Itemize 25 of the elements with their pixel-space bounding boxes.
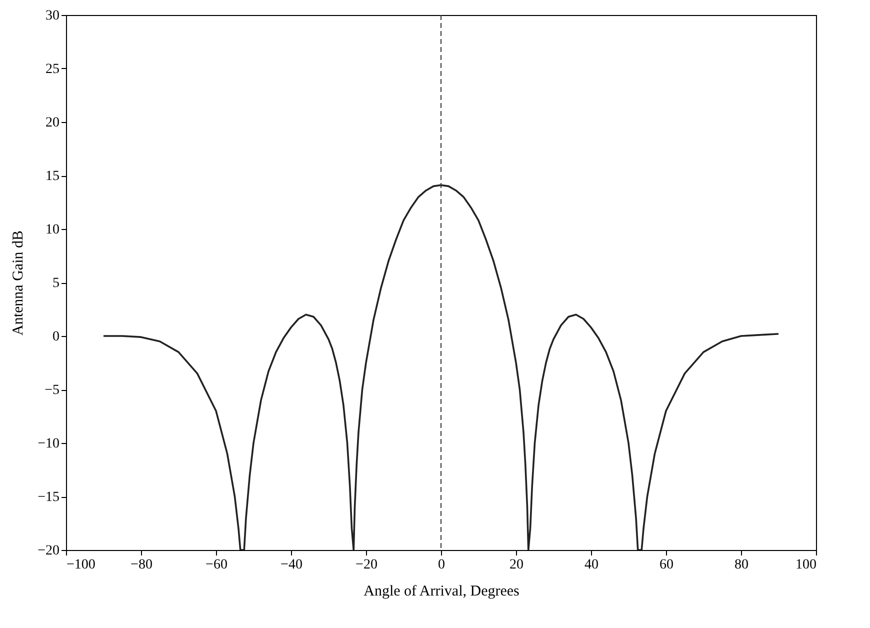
x-tick-label: 40 <box>584 558 598 572</box>
y-axis-title: Antenna Gain dB <box>10 230 27 336</box>
x-tick-label: 80 <box>734 558 748 572</box>
x-tick-label: 60 <box>660 558 674 572</box>
x-tick-label: −60 <box>206 558 228 572</box>
y-tick-label: −20 <box>38 544 60 558</box>
y-tick-label: −5 <box>44 383 60 398</box>
y-tick-label: 0 <box>52 330 60 344</box>
x-tick-label: 20 <box>510 558 524 572</box>
x-tick-label: −40 <box>280 558 302 572</box>
x-tick-label: −80 <box>130 558 152 572</box>
y-tick-label: 20 <box>46 116 60 130</box>
y-tick-label: 30 <box>46 8 60 24</box>
y-tick-label: 10 <box>46 222 60 238</box>
y-tick-label: 15 <box>46 169 60 184</box>
x-tick-label: 0 <box>438 558 445 572</box>
y-tick-label: −15 <box>38 490 60 505</box>
y-tick-label: 5 <box>52 276 60 291</box>
y-tick-label: −10 <box>38 436 60 452</box>
x-axis-title: Angle of Arrival, Degrees <box>364 584 520 600</box>
x-tick-label: −20 <box>356 558 378 572</box>
y-tick-label: 25 <box>46 62 60 77</box>
line-series <box>102 184 780 550</box>
x-tick-label: 100 <box>796 558 816 572</box>
x-tick-label: −100 <box>66 558 96 572</box>
